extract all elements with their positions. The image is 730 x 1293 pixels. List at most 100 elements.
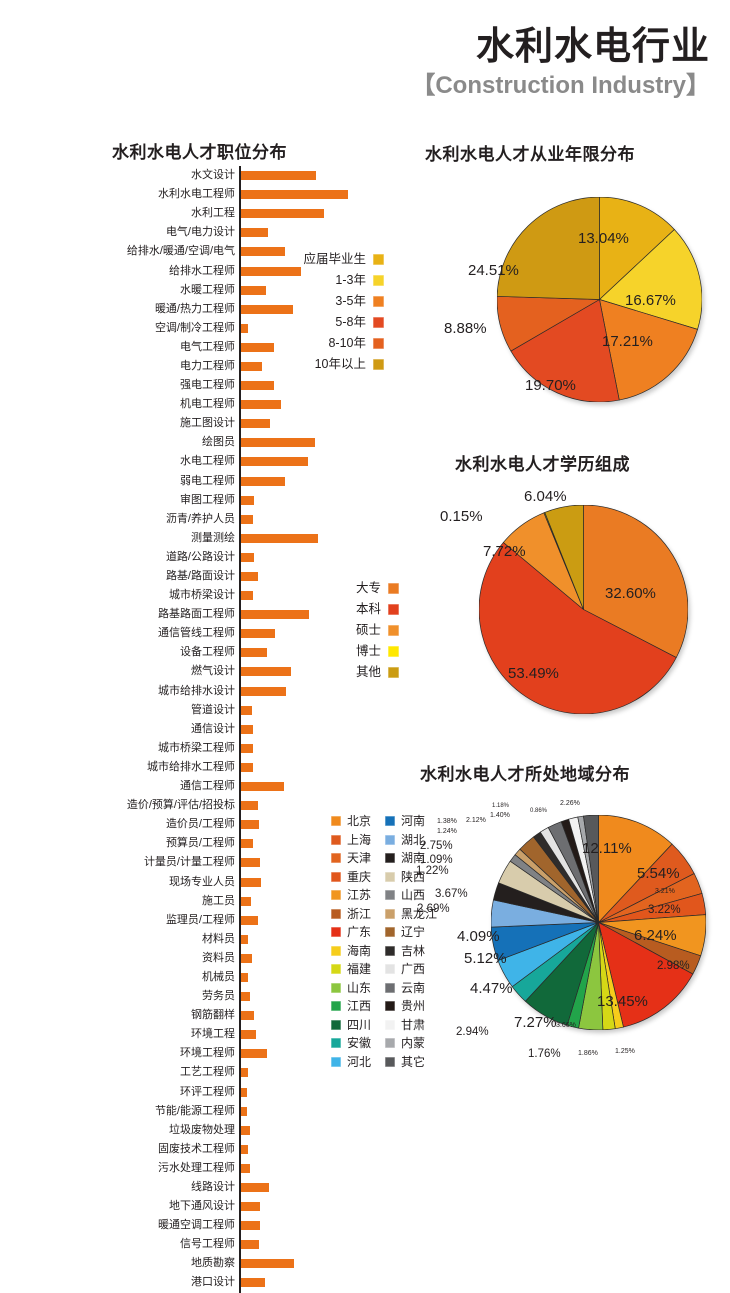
bar: [241, 591, 253, 601]
legend-item[interactable]: 大专: [345, 578, 399, 599]
bar-axis-line: [239, 834, 241, 854]
bar: [241, 1068, 248, 1078]
legend-item[interactable]: 福建: [331, 960, 371, 979]
legend-item[interactable]: 应届毕业生: [288, 249, 384, 270]
legend-item[interactable]: 云南: [385, 979, 437, 998]
legend-item[interactable]: 博士: [345, 641, 399, 662]
bar-axis-line: [239, 605, 241, 625]
bar-track: [241, 930, 348, 949]
bar: [241, 896, 252, 906]
bar-axis-line: [239, 1006, 241, 1026]
experience-pie-value: 8.88%: [444, 320, 487, 337]
legend-item[interactable]: 重庆: [331, 868, 371, 887]
legend-color-swatch: [388, 646, 399, 657]
legend-color-swatch: [331, 816, 341, 827]
legend-item[interactable]: 8-10年: [288, 333, 384, 354]
legend-item[interactable]: 湖南: [385, 849, 437, 868]
bar-category-label: 测量测绘: [191, 531, 235, 544]
legend-item[interactable]: 浙江: [331, 905, 371, 924]
bar-category-label: 水利工程: [191, 207, 235, 220]
legend-label: 山西: [401, 888, 426, 903]
bar-category-label: 港口设计: [191, 1276, 235, 1289]
region-pie-value: 5.54%: [637, 865, 680, 882]
bar-axis-line: [239, 624, 241, 644]
bar: [241, 801, 259, 811]
bar-category-label: 计量员/计量工程师: [143, 856, 235, 869]
legend-item[interactable]: 黑龙江: [385, 905, 437, 924]
legend-item[interactable]: 内蒙: [385, 1034, 437, 1053]
legend-item[interactable]: 辽宁: [385, 923, 437, 942]
bar-track: [241, 472, 348, 491]
bar: [241, 686, 287, 696]
legend-item[interactable]: 其它: [385, 1053, 437, 1072]
legend-item[interactable]: 10年以上: [288, 354, 384, 375]
bar: [241, 743, 253, 753]
bar: [241, 1183, 270, 1193]
bar-axis-line: [239, 586, 241, 606]
bar-row: 沥青/养护人员: [8, 509, 348, 529]
bar-category-label: 管道设计: [191, 703, 235, 716]
legend-color-swatch: [373, 317, 384, 328]
bar-category-label: 通信工程师: [180, 780, 235, 793]
bar-axis-line: [239, 528, 241, 548]
legend-item[interactable]: 河南: [385, 812, 437, 831]
bar: [241, 1106, 247, 1116]
bar-category-label: 水电工程师: [180, 455, 235, 468]
legend-item[interactable]: 广西: [385, 960, 437, 979]
legend-item[interactable]: 陕西: [385, 868, 437, 887]
legend-label: 北京: [347, 814, 372, 829]
legend-label: 大专: [355, 581, 381, 596]
legend-item[interactable]: 安徽: [331, 1034, 371, 1053]
legend-label: 江苏: [347, 888, 372, 903]
legend-item[interactable]: 甘肃: [385, 1016, 437, 1035]
pie-slice: [598, 815, 673, 924]
legend-item[interactable]: 1-3年: [288, 270, 384, 291]
legend-item[interactable]: 本科: [345, 599, 399, 620]
bar: [241, 1202, 260, 1212]
legend-item[interactable]: 湖北: [385, 831, 437, 850]
bar-row: 城市桥梁工程师: [8, 738, 348, 758]
bar-category-label: 垃圾废物处理: [169, 1123, 235, 1136]
legend-item[interactable]: 四川: [331, 1016, 371, 1035]
bar-axis-line: [239, 987, 241, 1007]
legend-label: 四川: [347, 1017, 372, 1032]
legend-item[interactable]: 北京: [331, 812, 371, 831]
experience-pie-value: 13.04%: [578, 230, 629, 247]
pie-slice: [510, 298, 620, 402]
legend-item[interactable]: 其他: [345, 662, 399, 683]
education-pie-title: 水利水电人才学历组成: [455, 455, 630, 474]
legend-color-swatch: [385, 908, 396, 919]
region-legend-column-1: 北京上海 天津 重庆 江苏浙江 广东 海南 福建山东 江西 四川安徽 河北: [331, 812, 371, 1071]
bar-category-label: 污水处理工程师: [158, 1161, 235, 1174]
legend-item[interactable]: 贵州: [385, 997, 437, 1016]
bar-axis-line: [239, 1025, 241, 1045]
bar-track: [241, 548, 348, 567]
bar-category-label: 水暖工程师: [180, 283, 235, 296]
legend-item[interactable]: 硕士: [345, 620, 399, 641]
bar-category-label: 工艺工程师: [180, 1066, 235, 1079]
legend-item[interactable]: 江苏: [331, 886, 371, 905]
bar-row: 暖通/热力工程师: [8, 299, 348, 319]
legend-label: 吉林: [401, 943, 426, 958]
page-header: 水利水电行业 【Construction Industry】: [411, 27, 710, 99]
legend-label: 福建: [347, 962, 372, 977]
legend-item[interactable]: 河北: [331, 1053, 371, 1072]
legend-color-swatch: [331, 1056, 341, 1067]
bar-row: 机械员: [8, 967, 348, 988]
bar-axis-line: [239, 223, 241, 243]
legend-item[interactable]: 江西: [331, 997, 371, 1016]
legend-item[interactable]: 海南: [331, 942, 371, 961]
legend-item[interactable]: 广东: [331, 923, 371, 942]
legend-color-swatch: [385, 1056, 396, 1067]
legend-item[interactable]: 山东: [331, 979, 371, 998]
bar-axis-line: [239, 337, 241, 357]
legend-item[interactable]: 山西: [385, 886, 437, 905]
legend-item[interactable]: 吉林: [385, 942, 437, 961]
legend-color-swatch: [385, 1019, 396, 1030]
bar-axis-line: [239, 395, 241, 415]
legend-item[interactable]: 5-8年: [288, 312, 384, 333]
legend-item[interactable]: 上海: [331, 831, 371, 850]
bar-row: 审图工程师: [8, 490, 348, 510]
legend-item[interactable]: 3-5年: [288, 291, 384, 312]
legend-item[interactable]: 天津: [331, 849, 371, 868]
